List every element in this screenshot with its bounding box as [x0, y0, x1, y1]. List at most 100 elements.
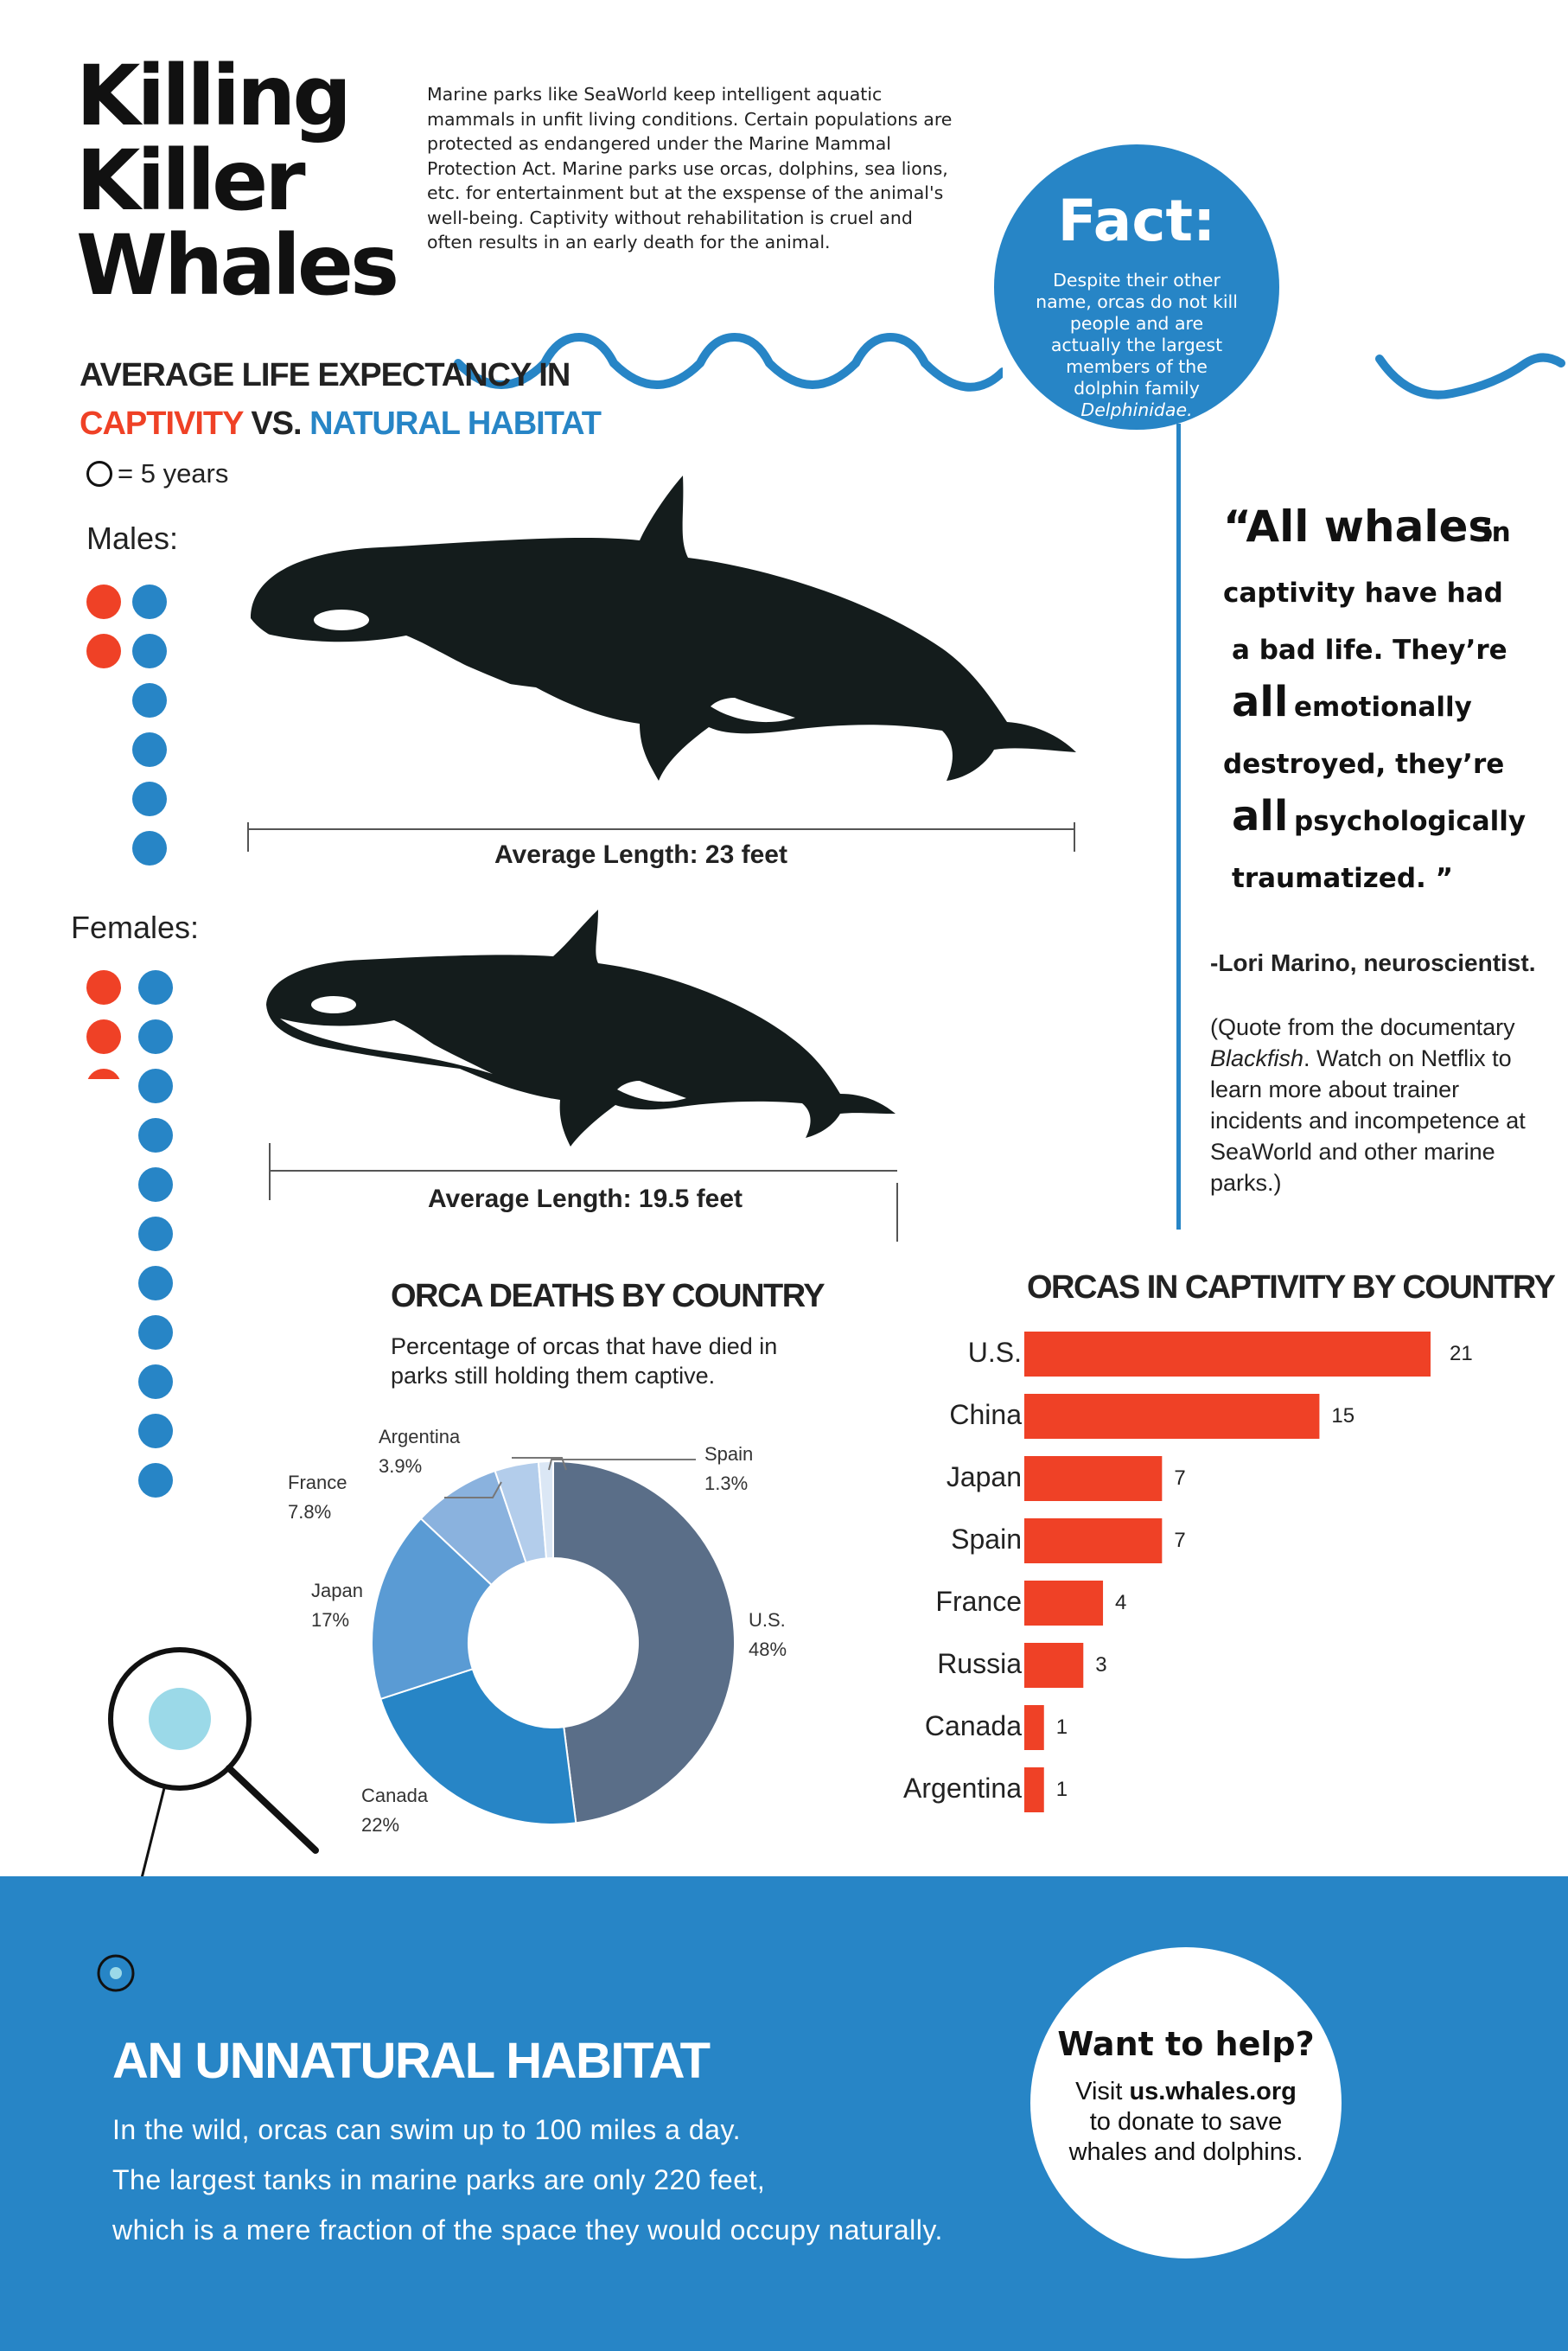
- females-captivity-dots: [86, 970, 121, 1091]
- life-dot: [132, 782, 167, 816]
- bar-category-label: Spain: [951, 1524, 1022, 1555]
- life-heading-line-1: AVERAGE LIFE EXPECTANCY IN: [80, 357, 570, 393]
- pie-label-spain: Spain 1.3%: [704, 1443, 754, 1494]
- quote-line: in: [1482, 517, 1511, 548]
- bar-canada: [1024, 1705, 1044, 1750]
- legend-label: = 5 years: [118, 458, 229, 489]
- bar-category-labels: U.S. China Japan Spain France Russia Canada Arg…: [864, 1332, 1022, 1833]
- life-dot: [138, 1364, 173, 1399]
- fact-title: Fact:: [1057, 188, 1216, 254]
- males-label: Males:: [86, 521, 179, 556]
- bar-china: [1024, 1394, 1320, 1439]
- bar-category-label: France: [935, 1586, 1022, 1617]
- unnatural-line: In the wild, orcas can swim up to 100 mi…: [112, 2114, 741, 2145]
- male-length-bracket: [247, 822, 1075, 852]
- life-dot: [138, 1315, 173, 1350]
- magnifier-icon: [108, 1647, 319, 1962]
- pie-label-argentina: Argentina 3.9%: [379, 1426, 461, 1477]
- pie-slice-canada: [379, 1668, 577, 1825]
- captivity-label: CAPTIVITY: [80, 406, 244, 442]
- quote-line: all: [1232, 678, 1289, 726]
- life-dot: [138, 970, 173, 1005]
- quote-line: psychologically: [1294, 806, 1527, 837]
- unnatural-habitat-title: AN UNNATURAL HABITAT: [112, 2033, 711, 2089]
- help-visit: Visit: [1075, 2078, 1130, 2105]
- wave-decoration: [454, 332, 1003, 392]
- help-title: Want to help?: [1057, 2025, 1315, 2063]
- bar-value-label: 7: [1174, 1466, 1186, 1490]
- bar-france: [1024, 1581, 1104, 1626]
- life-dot: [138, 1266, 173, 1300]
- deaths-donut-chart: [371, 1460, 736, 1825]
- bar-value-label: 4: [1115, 1591, 1127, 1614]
- pie-label-canada: Canada 22%: [361, 1785, 429, 1836]
- females-natural-dots: [138, 970, 173, 1506]
- quote-author: -Lori Marino, neuroscientist.: [1210, 949, 1536, 976]
- bar-value-label: 21: [1450, 1342, 1473, 1365]
- pie-leader-lines: [444, 1457, 696, 1498]
- bar-spain: [1024, 1518, 1163, 1563]
- life-dot: [138, 1118, 173, 1153]
- title-line-3: Whales: [76, 217, 399, 314]
- quote-line: “All whales: [1223, 502, 1495, 552]
- fact-text-family: Delphinidae.: [1080, 399, 1193, 420]
- bar-value-label: 15: [1331, 1404, 1355, 1428]
- quote-note-post: . Watch on Netflix to learn more about t…: [1210, 1045, 1526, 1196]
- intro-text: Marine parks like SeaWorld keep intellig…: [427, 84, 953, 252]
- bar-category-label: Russia: [937, 1648, 1022, 1679]
- life-dot: [86, 1019, 121, 1054]
- vertical-divider: [1176, 424, 1181, 1230]
- wave-decoration-right: [1375, 353, 1565, 399]
- bar-category-label: U.S.: [967, 1337, 1022, 1368]
- life-expectancy-heading: AVERAGE LIFE EXPECTANCY IN CAPTIVITY VS.…: [80, 351, 602, 448]
- bar-value-labels: 21 15 7 7 4 3 1 1: [1024, 1332, 1560, 1833]
- life-dot: [132, 831, 167, 866]
- female-length-label: Average Length: 19.5 feet: [428, 1185, 743, 1213]
- quote-line: a bad life. They’re: [1232, 635, 1507, 666]
- quote-line: captivity have had: [1223, 578, 1503, 609]
- help-circle: Want to help? Visit us.whales.org to dona…: [1030, 1947, 1342, 2258]
- bar-category-label: China: [949, 1399, 1022, 1430]
- quote-line: emotionally: [1294, 692, 1472, 723]
- life-dot: [86, 585, 121, 619]
- quote-line: traumatized. ”: [1232, 863, 1453, 894]
- title-line-1: Killing: [76, 48, 352, 144]
- males-natural-dots: [132, 585, 167, 930]
- life-dot-partial: [86, 1069, 121, 1079]
- bar-japan: [1024, 1456, 1163, 1501]
- pie-slice-japan: [371, 1517, 493, 1701]
- life-dot: [86, 634, 121, 668]
- fact-text-body: Despite their other name, orcas do not k…: [1036, 270, 1238, 399]
- pictograph-legend: = 5 years: [86, 458, 228, 489]
- male-length-label: Average Length: 23 feet: [494, 840, 787, 869]
- bar-russia: [1024, 1643, 1084, 1688]
- male-orca-illustration: [251, 476, 1076, 781]
- bar-value-label: 7: [1174, 1529, 1186, 1552]
- bar-value-label: 1: [1055, 1778, 1068, 1801]
- fact-text: Despite their other name, orcas do not k…: [1033, 270, 1240, 421]
- bar-category-label: Canada: [924, 1710, 1022, 1741]
- fact-circle: Fact: Despite their other name, orcas do…: [994, 144, 1279, 430]
- help-rest: to donate to save whales and dolphins.: [1068, 2108, 1303, 2166]
- unnatural-line: which is a mere fraction of the space th…: [112, 2214, 943, 2246]
- pie-label-france: France 7.8%: [288, 1472, 347, 1523]
- vs-label: VS.: [242, 406, 310, 442]
- help-text: Visit us.whales.org to donate to save wha…: [1056, 2077, 1316, 2168]
- life-dot: [132, 683, 167, 718]
- males-captivity-dots: [86, 585, 121, 1501]
- bar-us: [1024, 1332, 1431, 1377]
- female-length-bracket: [269, 1143, 898, 1242]
- bar-category-label: Argentina: [903, 1773, 1022, 1804]
- quote-note-film: Blackfish: [1210, 1045, 1304, 1071]
- life-dot: [138, 1019, 173, 1054]
- quote-note: (Quote from the documentary Blackfish. W…: [1210, 1012, 1556, 1198]
- pie-label-us: U.S. 48%: [749, 1609, 787, 1660]
- life-dot: [132, 732, 167, 767]
- quote-line: destroyed, they’re: [1223, 749, 1505, 780]
- pin-icon: [97, 1954, 135, 1992]
- help-link[interactable]: us.whales.org: [1129, 2078, 1297, 2105]
- quote-note-pre: (Quote from the documentary: [1210, 1014, 1515, 1040]
- deaths-chart-title: ORCA DEATHS BY COUNTRY: [391, 1278, 825, 1314]
- captivity-bar-chart: [1024, 1332, 1431, 1812]
- quote-line: all: [1232, 792, 1289, 840]
